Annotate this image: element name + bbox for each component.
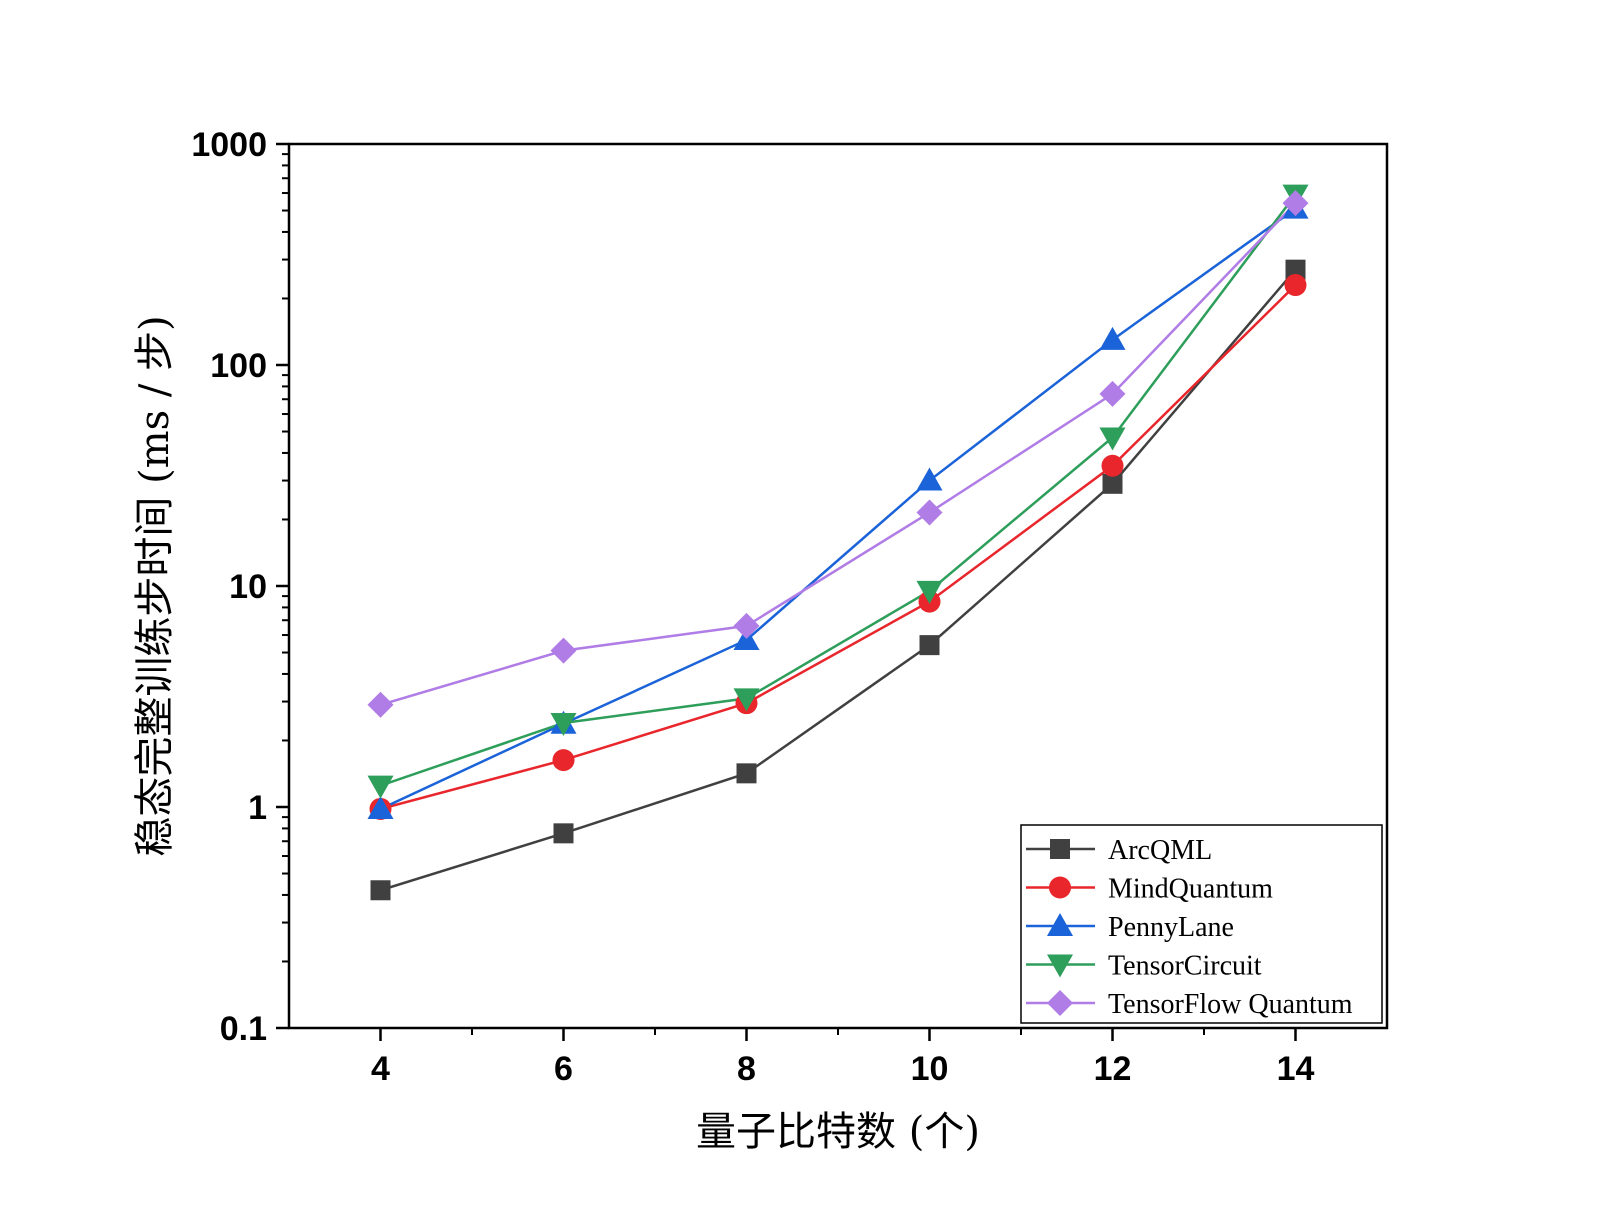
legend-box	[1020, 824, 1383, 1024]
data-point-mindquantum	[1101, 454, 1124, 477]
series-line-pennylane	[379, 207, 1297, 811]
data-point-pennylane	[367, 795, 394, 819]
data-point-tensorcircuit	[550, 712, 577, 736]
data-point-pennylane	[916, 467, 943, 491]
legend-label-pennylane: PennyLane	[1108, 912, 1234, 943]
data-point-tensorcircuit	[916, 580, 943, 604]
y-tick-label: 1	[248, 789, 267, 827]
data-point-arcqml	[1102, 473, 1123, 494]
y-axis-title: 稳态完整训练步时间 (ms / 步)	[132, 315, 178, 856]
data-point-pennylane	[1099, 326, 1126, 350]
x-tick-label: 14	[1277, 1050, 1315, 1088]
legend: ArcQML MindQuantum PennyLane TensorCircuit T…	[1020, 824, 1383, 1024]
data-point-tensorcircuit	[1099, 427, 1126, 451]
legend-label-tensorflow-quantum: TensorFlow Quantum	[1108, 989, 1353, 1020]
data-point-tensorflow-quantum	[1099, 380, 1126, 407]
x-tick-label: 12	[1094, 1050, 1132, 1088]
legend-marker-arcqml	[1050, 839, 1070, 859]
x-axis: 4 6 8 10 12 14	[371, 1028, 1314, 1088]
data-point-tensorflow-quantum	[1282, 190, 1309, 217]
y-tick-label: 100	[210, 347, 267, 385]
legend-marker-tensorcircuit	[1047, 954, 1073, 978]
legend-marker-tensorflow-quantum	[1047, 990, 1073, 1016]
data-point-tensorflow-quantum	[550, 637, 577, 664]
data-point-arcqml	[736, 763, 757, 784]
data-point-tensorcircuit	[367, 775, 394, 799]
legend-marker-mindquantum	[1049, 876, 1071, 899]
data-point-tensorflow-quantum	[367, 691, 394, 718]
data-point-arcqml	[553, 823, 574, 844]
y-axis: 0.1 1 10 100 1000	[191, 126, 289, 1048]
legend-marker-pennylane	[1047, 913, 1073, 936]
data-point-mindquantum	[552, 749, 575, 772]
legend-label-arcqml: ArcQML	[1108, 835, 1212, 866]
data-point-mindquantum	[1284, 274, 1307, 297]
x-tick-label: 6	[554, 1050, 573, 1088]
x-tick-label: 10	[911, 1050, 949, 1088]
legend-label-mindquantum: MindQuantum	[1108, 874, 1273, 905]
series-markers	[367, 184, 1309, 901]
data-point-tensorflow-quantum	[733, 612, 760, 639]
y-tick-label: 1000	[191, 126, 267, 164]
y-tick-label: 0.1	[220, 1010, 267, 1048]
data-point-tensorcircuit	[733, 688, 760, 712]
series-lines	[379, 193, 1297, 892]
legend-label-tensorcircuit: TensorCircuit	[1108, 951, 1262, 982]
x-tick-label: 8	[737, 1050, 756, 1088]
x-axis-title: 量子比特数 (个)	[696, 1109, 980, 1155]
data-point-tensorflow-quantum	[916, 499, 943, 526]
x-tick-label: 4	[371, 1050, 390, 1088]
series-line-mindquantum	[380, 284, 1297, 811]
series-line-arcqml	[380, 268, 1297, 892]
series-line-tensorflow-quantum	[380, 202, 1297, 707]
data-point-arcqml	[919, 635, 940, 656]
y-tick-label: 10	[229, 568, 267, 606]
data-point-arcqml	[1285, 259, 1306, 280]
series-line-tensorcircuit	[380, 193, 1297, 787]
data-point-arcqml	[370, 880, 391, 901]
